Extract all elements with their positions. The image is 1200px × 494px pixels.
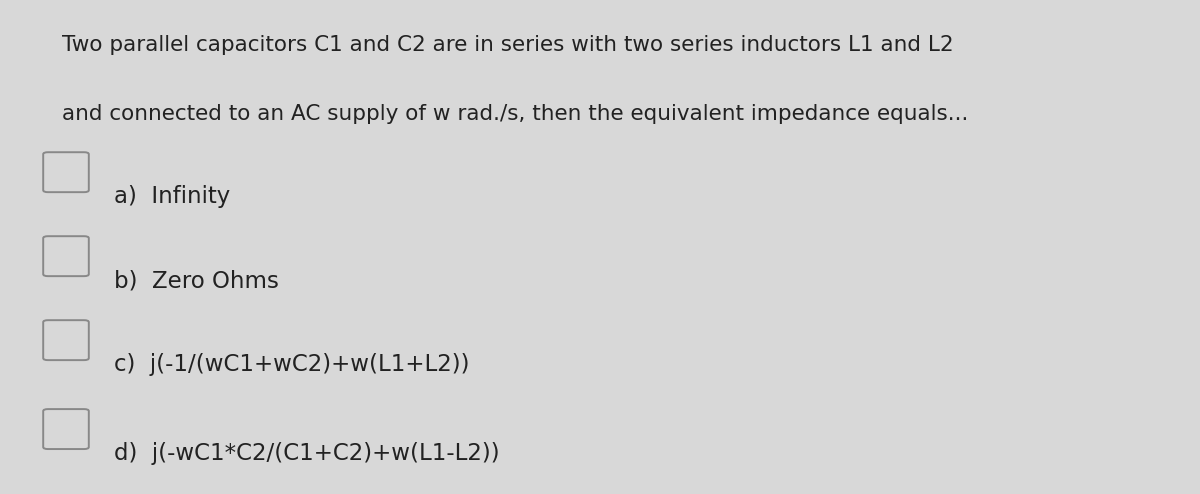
Text: and connected to an AC supply of w rad./s, then the equivalent impedance equals.: and connected to an AC supply of w rad./… (62, 104, 968, 124)
Text: a)  Infinity: a) Infinity (114, 185, 230, 208)
Text: Two parallel capacitors C1 and C2 are in series with two series inductors L1 and: Two parallel capacitors C1 and C2 are in… (62, 35, 954, 54)
Text: d)  j(-wC1*C2/(C1+C2)+w(L1-L2)): d) j(-wC1*C2/(C1+C2)+w(L1-L2)) (114, 442, 499, 465)
Text: c)  j(-1/(wC1+wC2)+w(L1+L2)): c) j(-1/(wC1+wC2)+w(L1+L2)) (114, 353, 469, 376)
Text: b)  Zero Ohms: b) Zero Ohms (114, 269, 278, 292)
